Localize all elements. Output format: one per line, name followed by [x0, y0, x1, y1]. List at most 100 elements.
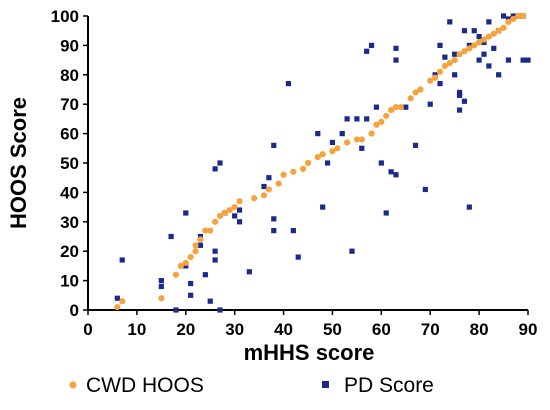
pd-score-point [456, 107, 463, 113]
cwd-hoos-point [329, 148, 336, 155]
pd-score-point [207, 298, 213, 304]
x-tick-label: 20 [176, 320, 195, 339]
pd-score-point [295, 254, 301, 260]
cwd-hoos-point [373, 121, 380, 128]
cwd-hoos-point [368, 130, 375, 137]
cwd-hoos-point [471, 42, 478, 49]
cwd-hoos-point [304, 159, 312, 167]
pd-score-point [481, 51, 487, 57]
cwd-hoos-point [353, 136, 360, 143]
x-tick-label: 40 [274, 320, 293, 339]
pd-score-point [427, 101, 433, 107]
cwd-hoos-point [212, 218, 219, 225]
cwd-hoos-point [114, 303, 121, 311]
y-tick-label: 20 [60, 242, 79, 261]
pd-score-point [412, 142, 419, 148]
cwd-hoos-point [177, 262, 184, 269]
y-tick-label: 70 [60, 95, 79, 114]
cwd-hoos-point [436, 68, 444, 75]
cwd-hoos-point [500, 24, 507, 31]
pd-score-point [212, 166, 218, 172]
pd-score-point [188, 280, 194, 287]
cwd-hoos-point [226, 206, 233, 214]
pd-score-point [354, 116, 360, 122]
pd-score-point [315, 131, 321, 137]
pd-score-point [320, 204, 326, 210]
pd-score-point [442, 54, 448, 60]
y-tick-label: 0 [70, 301, 79, 320]
pd-score-point [393, 45, 399, 51]
pd-score-point [505, 57, 512, 63]
pd-score-point [476, 33, 482, 40]
series-cwd-hoos [114, 12, 527, 311]
cwd-hoos-point [182, 259, 189, 267]
pd-score-point [359, 145, 365, 151]
cwd-hoos-point [383, 112, 390, 120]
y-axis-title: HOOS Score [6, 97, 31, 229]
cwd-hoos-point [202, 227, 209, 234]
pd-score-point [173, 307, 179, 313]
pd-score-point [437, 81, 443, 87]
cwd-hoos-point [461, 48, 468, 55]
x-tick-label: 0 [83, 320, 92, 339]
pd-score-point [232, 213, 238, 219]
cwd-hoos-point [236, 198, 243, 205]
x-tick-label: 70 [421, 320, 440, 339]
y-tick-label: 10 [60, 272, 79, 291]
pd-score-point [476, 57, 482, 63]
pd-score-point [290, 228, 296, 234]
pd-score-point [266, 175, 272, 181]
pd-score-point [202, 272, 208, 278]
pd-score-point [329, 139, 336, 146]
pd-score-point [168, 233, 174, 240]
cwd-hoos-point [290, 168, 297, 175]
y-axis-ticks: 0 10 20 30 40 50 60 70 80 90 100 [51, 7, 88, 320]
pd-score-point [368, 42, 375, 48]
x-tick-label: 90 [519, 320, 538, 339]
cwd-hoos-point [216, 212, 224, 220]
pd-score-point [188, 292, 194, 298]
cwd-hoos-point [495, 27, 502, 34]
y-tick-label: 80 [60, 66, 79, 85]
cwd-hoos-point [476, 39, 483, 46]
pd-score-point [525, 57, 531, 63]
pd-score-point [456, 89, 463, 96]
cwd-hoos-point [197, 236, 204, 243]
pd-score-point [461, 98, 468, 104]
cwd-hoos-point [344, 139, 351, 146]
cwd-hoos-point [192, 242, 199, 249]
pd-score-point [271, 142, 277, 148]
cwd-hoos-point [412, 89, 419, 96]
cwd-hoos-point [432, 74, 439, 81]
pd-score-point [486, 63, 492, 69]
cwd-hoos-point [158, 295, 165, 302]
cwd-hoos-point [221, 209, 228, 217]
cwd-hoos-point [207, 227, 214, 234]
pd-score-point [403, 104, 409, 110]
cwd-hoos-point [251, 195, 258, 202]
cwd-hoos-point [392, 104, 400, 111]
cwd-hoos-point [314, 154, 321, 161]
pd-score-point [339, 131, 345, 137]
pd-score-point [114, 295, 120, 301]
x-tick-label: 30 [225, 320, 244, 339]
pd-score-point [452, 72, 458, 78]
y-tick-label: 60 [60, 125, 79, 144]
x-tick-label: 80 [470, 320, 489, 339]
cwd-hoos-point [334, 145, 341, 152]
cwd-hoos-point [388, 106, 395, 114]
pd-score-point [393, 57, 399, 63]
legend-pd-score-label: PD Score [344, 374, 434, 397]
pd-score-point [183, 210, 189, 216]
cwd-hoos-point [319, 151, 326, 158]
pd-score-point [212, 248, 218, 254]
pd-score-point [422, 186, 428, 193]
cwd-hoos-point [378, 118, 385, 125]
pd-score-point [236, 219, 243, 225]
cwd-hoos-point [358, 136, 365, 143]
x-axis-ticks: 0 10 20 30 40 50 60 70 80 90 [83, 310, 537, 339]
x-axis-title: mHHS score [244, 340, 375, 365]
cwd-hoos-point [231, 204, 238, 211]
pd-score-point [491, 45, 497, 51]
